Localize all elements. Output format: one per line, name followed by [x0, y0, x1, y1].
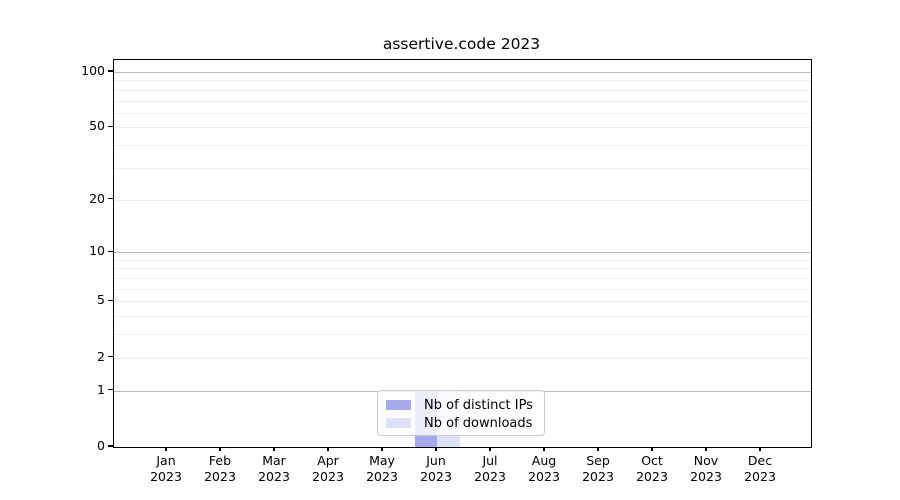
- gridline-minor: [114, 145, 811, 147]
- legend-item-downloads: Nb of downloads: [386, 414, 536, 432]
- x-tick-label: Oct 2023: [636, 453, 668, 484]
- x-tick-label: Dec 2023: [744, 453, 776, 484]
- x-tick-mark: [489, 447, 491, 452]
- x-tick-label: Aug 2023: [528, 453, 560, 484]
- gridline: [114, 252, 811, 254]
- x-tick-mark: [543, 447, 545, 452]
- x-tick-mark: [705, 447, 707, 452]
- x-tick-label: Apr 2023: [312, 453, 344, 484]
- gridline-minor: [114, 334, 811, 336]
- y-tick-mark: [108, 445, 113, 447]
- legend-label-distinct-ips: Nb of distinct IPs: [424, 397, 533, 413]
- y-tick-mark: [108, 250, 113, 252]
- gridline-minor: [114, 167, 811, 169]
- gridline-minor: [114, 268, 811, 270]
- gridline-minor: [114, 316, 811, 318]
- gridline: [114, 357, 811, 359]
- chart-title: assertive.code 2023: [382, 35, 541, 53]
- gridline-minor: [114, 100, 811, 102]
- y-tick-mark: [108, 125, 113, 128]
- x-tick-label: Feb 2023: [204, 453, 236, 484]
- legend-swatch-downloads: [386, 418, 411, 428]
- x-tick-mark: [327, 447, 329, 452]
- y-tick-mark: [108, 197, 113, 200]
- y-tick-label: 10: [89, 243, 105, 259]
- x-tick-label: Mar 2023: [258, 453, 290, 484]
- x-tick-label: Jul 2023: [474, 453, 506, 484]
- y-tick-label: 100: [81, 62, 105, 78]
- x-tick-mark: [165, 447, 167, 452]
- x-tick-label: Sep 2023: [582, 453, 614, 484]
- y-tick-mark: [108, 70, 113, 72]
- gridline-minor: [114, 112, 811, 114]
- x-tick-mark: [597, 447, 599, 452]
- x-tick-mark: [273, 447, 275, 452]
- y-tick-label: 50: [89, 118, 105, 134]
- y-tick-label: 2: [97, 348, 105, 364]
- gridline-minor: [114, 288, 811, 290]
- x-tick-mark: [381, 447, 383, 452]
- gridline-minor: [114, 80, 811, 82]
- x-tick-label: May 2023: [366, 453, 398, 484]
- y-tick-mark: [108, 299, 113, 301]
- x-tick-label: Nov 2023: [690, 453, 722, 484]
- gridline: [114, 71, 811, 73]
- y-tick-label: 1: [97, 381, 105, 397]
- x-tick-label: Jun 2023: [420, 453, 452, 484]
- gridline: [114, 199, 811, 201]
- y-tick-label: 5: [97, 292, 105, 308]
- x-tick-mark: [759, 447, 761, 452]
- y-tick-label: 0: [97, 438, 105, 453]
- legend-swatch-distinct-ips: [386, 400, 411, 410]
- gridline: [114, 301, 811, 303]
- x-tick-mark: [651, 447, 653, 452]
- gridline-minor: [114, 259, 811, 261]
- legend-item-distinct-ips: Nb of distinct IPs: [386, 396, 536, 414]
- gridline-minor: [114, 89, 811, 91]
- gridline: [114, 127, 811, 129]
- y-tick-label: 20: [89, 190, 105, 206]
- legend-label-downloads: Nb of downloads: [424, 415, 533, 431]
- gridline-minor: [114, 278, 811, 279]
- x-tick-label: Jan 2023: [150, 453, 182, 484]
- legend: Nb of distinct IPs Nb of downloads: [377, 390, 545, 436]
- x-tick-mark: [435, 447, 437, 452]
- x-tick-mark: [219, 447, 221, 452]
- y-tick-mark: [108, 389, 113, 391]
- y-tick-mark: [108, 356, 113, 358]
